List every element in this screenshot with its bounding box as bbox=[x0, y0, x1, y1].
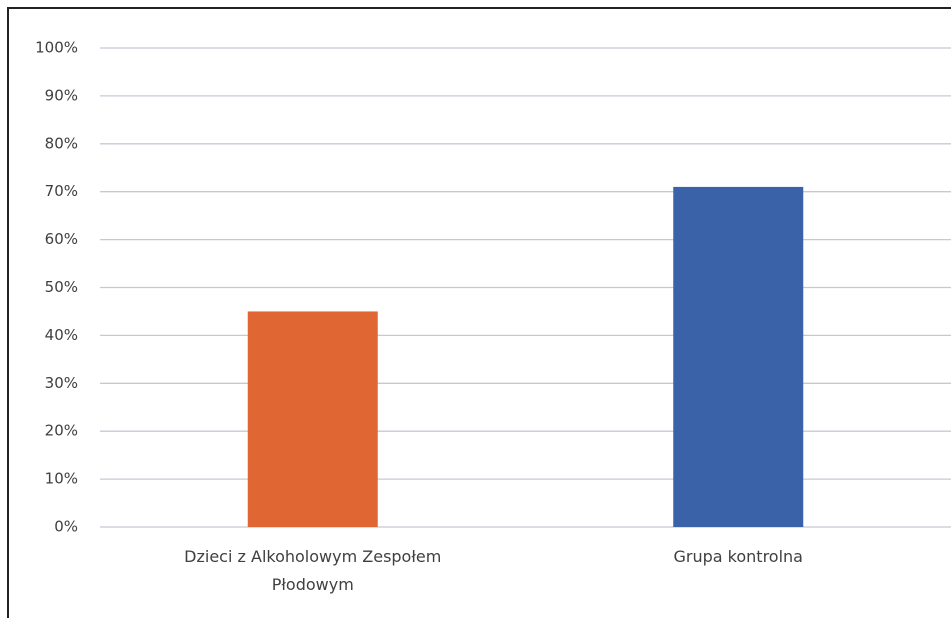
y-tick-label: 40% bbox=[45, 326, 78, 344]
y-tick-label: 10% bbox=[45, 470, 78, 488]
y-tick-label: 70% bbox=[45, 182, 78, 200]
y-tick-label: 20% bbox=[45, 422, 78, 440]
y-tick-label: 90% bbox=[45, 86, 78, 104]
y-tick-label: 0% bbox=[54, 518, 78, 536]
x-tick-label: Grupa kontrolna bbox=[673, 547, 803, 566]
y-tick-label: 100% bbox=[35, 39, 78, 57]
frame bbox=[7, 7, 951, 618]
bar bbox=[247, 311, 378, 527]
y-tick-label: 50% bbox=[45, 278, 78, 296]
y-tick-label: 80% bbox=[45, 134, 78, 152]
y-tick-label: 60% bbox=[45, 230, 78, 248]
x-tick-label: Dzieci z Alkoholowym Zespołem Płodowym bbox=[184, 547, 442, 594]
y-tick-label: 30% bbox=[45, 374, 78, 392]
bar bbox=[673, 186, 804, 527]
